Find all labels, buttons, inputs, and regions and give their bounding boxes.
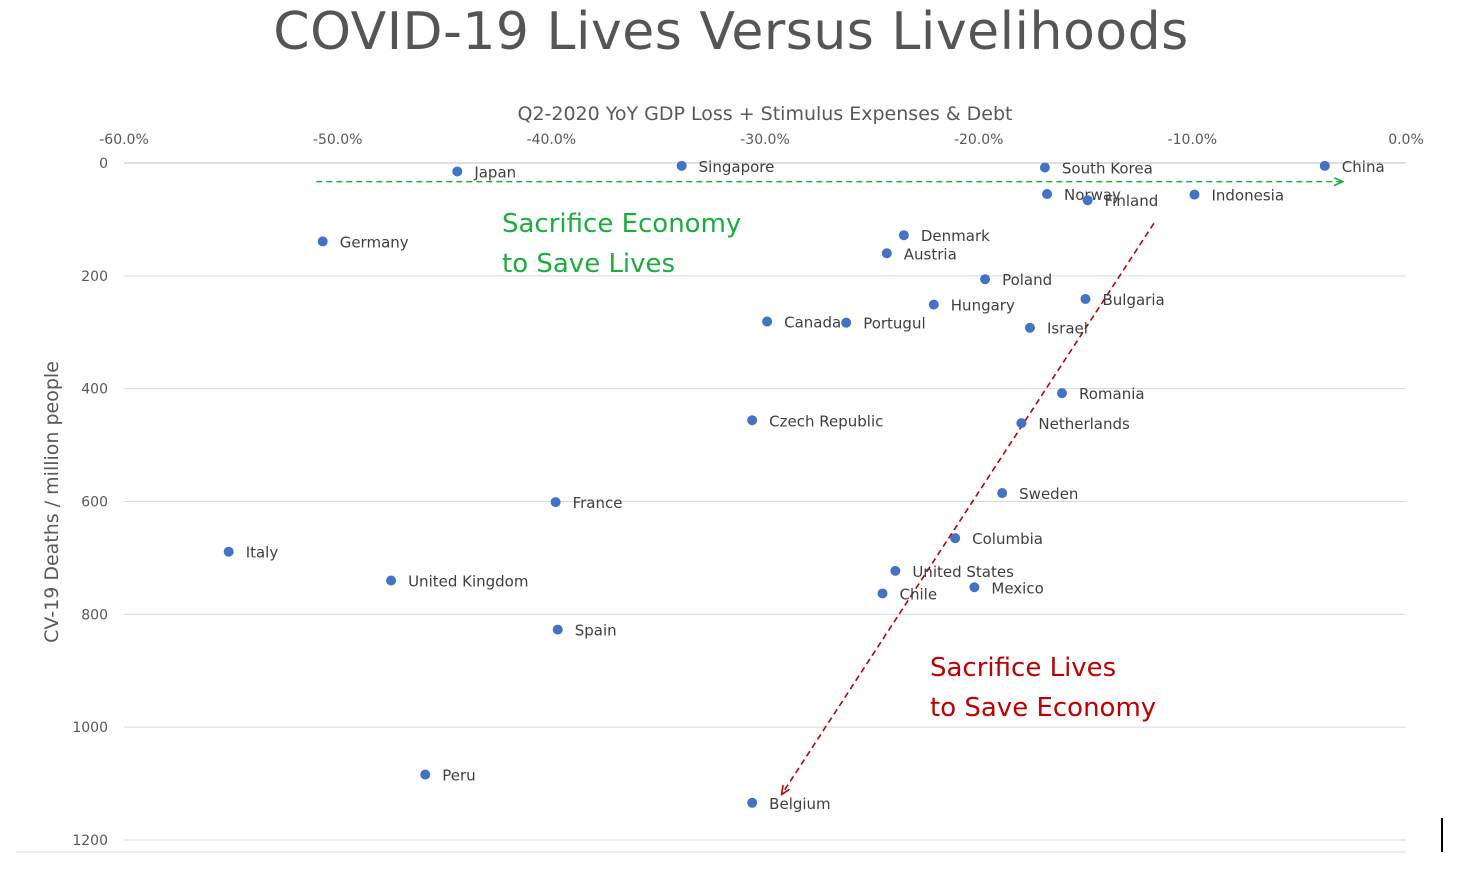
point-norway bbox=[1042, 189, 1053, 200]
page-title: COVID-19 Lives Versus Livelihoods bbox=[273, 2, 1189, 62]
point-label-united-kingdom: United Kingdom bbox=[408, 572, 528, 590]
x-axis-title: Q2-2020 YoY GDP Loss + Stimulus Expenses… bbox=[517, 103, 1012, 125]
point-mexico bbox=[969, 582, 980, 593]
point-sweden bbox=[997, 488, 1008, 499]
point-belgium bbox=[747, 797, 758, 808]
x-tick-label: -50.0% bbox=[313, 132, 363, 148]
point-label-italy: Italy bbox=[246, 544, 279, 562]
point-label-indonesia: Indonesia bbox=[1211, 187, 1284, 205]
y-tick-label: 600 bbox=[81, 495, 108, 511]
point-united-kingdom bbox=[386, 575, 397, 586]
point-singapore bbox=[676, 160, 687, 171]
point-label-austria: Austria bbox=[904, 245, 957, 263]
point-netherlands bbox=[1016, 418, 1027, 429]
y-tick-label: 1200 bbox=[72, 833, 108, 849]
point-label-peru: Peru bbox=[442, 767, 475, 785]
point-label-spain: Spain bbox=[575, 622, 617, 640]
sacrifice-lives-label: to Save Economy bbox=[930, 693, 1156, 723]
point-label-belgium: Belgium bbox=[769, 795, 831, 813]
point-finland bbox=[1082, 195, 1093, 206]
point-label-romania: Romania bbox=[1079, 385, 1145, 403]
point-label-netherlands: Netherlands bbox=[1038, 415, 1130, 433]
point-label-mexico: Mexico bbox=[991, 579, 1043, 597]
point-label-norway: Norway bbox=[1064, 186, 1121, 204]
point-label-denmark: Denmark bbox=[921, 227, 990, 245]
point-indonesia bbox=[1189, 189, 1200, 200]
point-bulgaria bbox=[1080, 293, 1091, 304]
point-label-columbia: Columbia bbox=[972, 530, 1043, 548]
x-tick-label: -40.0% bbox=[527, 132, 577, 148]
point-chile bbox=[877, 588, 888, 599]
point-south-korea bbox=[1039, 162, 1050, 173]
y-axis-title: CV-19 Deaths / million people bbox=[41, 361, 63, 643]
point-label-chile: Chile bbox=[900, 585, 938, 603]
point-label-united-states: United States bbox=[912, 563, 1014, 581]
point-romania bbox=[1056, 388, 1067, 399]
point-label-czech-republic: Czech Republic bbox=[769, 412, 883, 430]
x-tick-label: 0.0% bbox=[1388, 132, 1424, 148]
point-denmark bbox=[898, 230, 909, 241]
x-tick-label: -60.0% bbox=[99, 132, 149, 148]
point-label-japan: Japan bbox=[473, 163, 516, 181]
point-canada bbox=[762, 316, 773, 327]
point-hungary bbox=[928, 299, 939, 310]
point-italy bbox=[223, 546, 234, 557]
y-tick-label: 800 bbox=[81, 607, 108, 623]
axes: 0 200 400 600 800 1000 1200 -60.0% -50.0% -40.0% -… bbox=[41, 103, 1424, 849]
point-label-germany: Germany bbox=[340, 233, 409, 251]
x-tick-label: -10.0% bbox=[1168, 132, 1218, 148]
y-tick-label: 0 bbox=[99, 156, 108, 172]
data-points: Japan Singapore South Korea China NorwayFinl… bbox=[223, 158, 1385, 813]
point-label-bulgaria: Bulgaria bbox=[1103, 291, 1165, 309]
x-tick-label: -30.0% bbox=[740, 132, 790, 148]
point-poland bbox=[980, 274, 991, 285]
y-tick-label: 200 bbox=[81, 269, 108, 285]
point-spain bbox=[552, 624, 563, 635]
sacrifice-economy-label: to Save Lives bbox=[502, 249, 675, 279]
point-austria bbox=[881, 248, 892, 259]
sacrifice-lives-label: Sacrifice Lives bbox=[930, 653, 1116, 683]
point-israel bbox=[1024, 322, 1035, 333]
annotations: Sacrifice Economy to Save Lives Sacrifice … bbox=[316, 182, 1342, 794]
point-label-sweden: Sweden bbox=[1019, 485, 1078, 503]
point-france bbox=[550, 497, 561, 508]
point-peru bbox=[420, 769, 431, 780]
point-japan bbox=[452, 166, 463, 177]
point-germany bbox=[317, 236, 328, 247]
point-label-poland: Poland bbox=[1002, 271, 1052, 289]
point-label-singapore: Singapore bbox=[699, 158, 775, 176]
y-tick-label: 1000 bbox=[72, 720, 108, 736]
point-czech-republic bbox=[747, 415, 758, 426]
x-tick-label: -20.0% bbox=[954, 132, 1004, 148]
point-label-canada: Canada bbox=[784, 314, 841, 332]
y-tick-label: 400 bbox=[81, 382, 108, 398]
text-cursor bbox=[1441, 818, 1443, 852]
point-label-south-korea: South Korea bbox=[1062, 160, 1153, 178]
point-label-france: France bbox=[573, 494, 623, 512]
sacrifice-economy-label: Sacrifice Economy bbox=[502, 209, 741, 239]
point-columbia bbox=[950, 533, 961, 544]
point-label-hungary: Hungary bbox=[951, 297, 1015, 315]
point-label-israel: Israel bbox=[1047, 320, 1088, 338]
point-label-portugul: Portugul bbox=[863, 315, 925, 333]
point-united-states bbox=[890, 565, 901, 576]
point-china bbox=[1319, 160, 1330, 171]
point-portugul bbox=[841, 317, 852, 328]
point-label-finland: Finland bbox=[1105, 192, 1159, 210]
sacrifice-lives-arrow bbox=[782, 222, 1155, 793]
gridlines bbox=[16, 162, 1406, 853]
point-label-china: China bbox=[1342, 158, 1385, 176]
